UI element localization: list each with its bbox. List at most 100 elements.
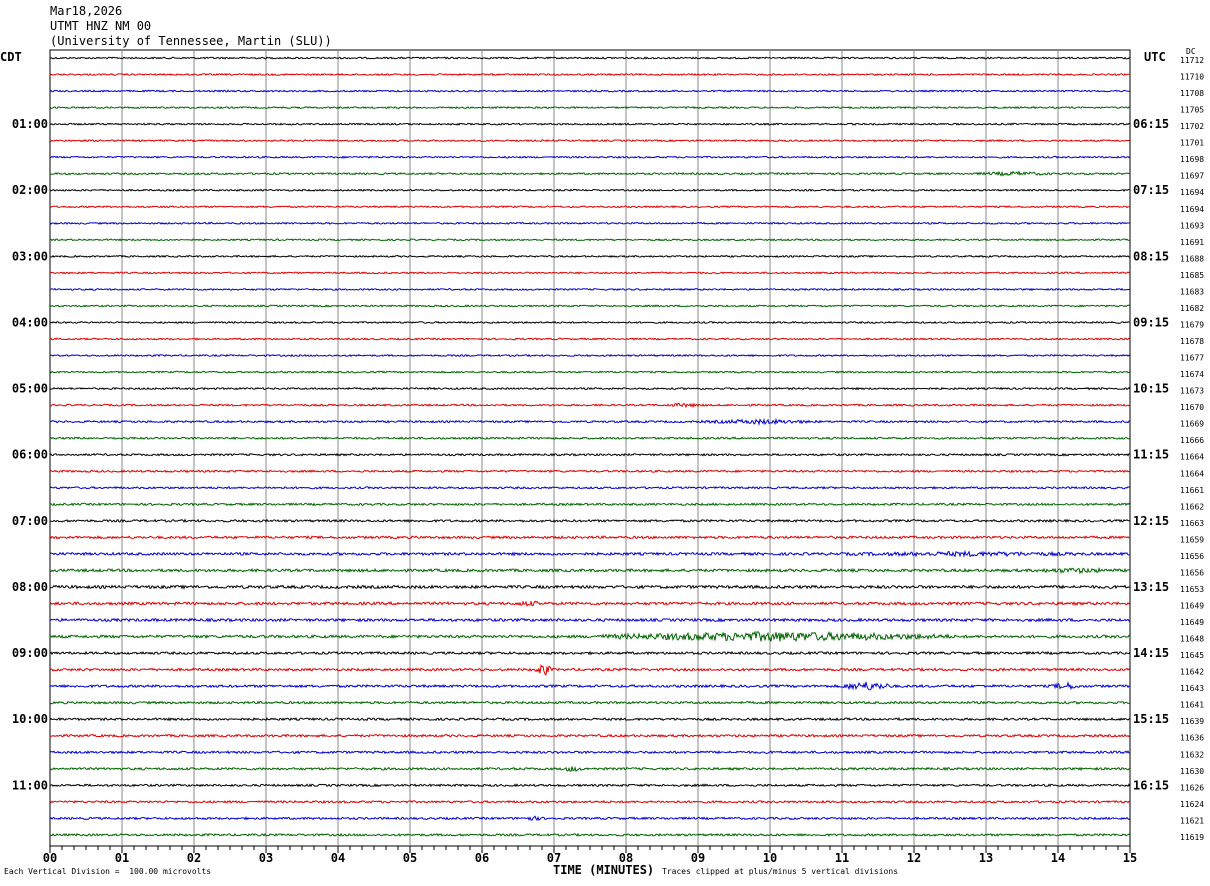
dc-offset-label: 11662 — [1180, 502, 1204, 511]
seismic-trace — [49, 549, 1131, 558]
x-tick-label: 09 — [691, 851, 705, 865]
dc-offset-label: 11659 — [1180, 535, 1204, 544]
utc-time-label: 13:15 — [1133, 580, 1169, 594]
dc-offset-label: 11698 — [1180, 155, 1204, 164]
header-station: UTMT HNZ NM 00 — [50, 19, 152, 33]
seismic-trace — [49, 750, 1131, 755]
dc-offset-label: 11649 — [1180, 618, 1204, 627]
utc-time-label: 10:15 — [1133, 382, 1169, 396]
dc-offset-label: 11666 — [1180, 436, 1204, 445]
dc-offset-label: 11621 — [1180, 816, 1204, 825]
cdt-time-label: 03:00 — [12, 249, 48, 263]
dc-offset-label: 11619 — [1180, 833, 1204, 842]
seismic-trace — [49, 766, 1131, 773]
dc-offset-label: 11656 — [1180, 568, 1204, 577]
x-tick-label: 04 — [331, 851, 345, 865]
seismic-trace — [49, 584, 1131, 590]
seismic-trace — [49, 105, 1131, 110]
seismic-trace — [49, 518, 1131, 524]
seismic-trace — [49, 139, 1131, 143]
seismic-trace — [49, 188, 1131, 192]
seismic-trace — [49, 783, 1131, 788]
utc-time-label: 12:15 — [1133, 514, 1169, 528]
utc-time-label: 15:15 — [1133, 712, 1169, 726]
seismic-trace — [49, 417, 1131, 426]
dc-offset-label: 11694 — [1180, 188, 1204, 197]
utc-time-label: 06:15 — [1133, 117, 1169, 131]
seismic-trace — [49, 89, 1131, 93]
dc-offset-label: 11661 — [1180, 486, 1204, 495]
dc-offset-label: 11701 — [1180, 139, 1204, 148]
plot-frame — [49, 49, 1131, 847]
cdt-time-label: 11:00 — [12, 778, 48, 792]
x-tick-label: 10 — [763, 851, 777, 865]
left-zone-label: CDT — [0, 50, 22, 64]
seismic-trace — [49, 436, 1131, 441]
x-axis-label: TIME (MINUTES) — [553, 863, 655, 877]
seismic-trace — [49, 353, 1131, 358]
utc-time-label: 09:15 — [1133, 315, 1169, 329]
x-tick-label: 12 — [907, 851, 921, 865]
dc-offset-label: 11673 — [1180, 387, 1204, 396]
x-tick-label: 01 — [115, 851, 129, 865]
seismic-trace — [49, 832, 1131, 837]
dc-offset-label: 11678 — [1180, 337, 1204, 346]
dc-offset-label: 11708 — [1180, 89, 1204, 98]
cdt-time-label: 08:00 — [12, 580, 48, 594]
seismic-trace — [49, 485, 1131, 490]
x-tick-label: 11 — [835, 851, 849, 865]
x-tick-label: 02 — [187, 851, 201, 865]
dc-offset-label: 11697 — [1180, 172, 1204, 181]
x-tick-label: 00 — [43, 851, 57, 865]
dc-offset-label: 11702 — [1180, 122, 1204, 131]
utc-time-label: 08:15 — [1133, 249, 1169, 263]
dc-offset-label: 11679 — [1180, 320, 1204, 329]
x-tick-label: 07 — [547, 851, 561, 865]
scale-note: Each Vertical Division = 100.00 microvol… — [4, 867, 212, 876]
seismic-trace — [49, 205, 1131, 209]
x-tick-label: 03 — [259, 851, 273, 865]
seismic-trace — [49, 72, 1131, 77]
utc-time-label: 07:15 — [1133, 183, 1169, 197]
seismic-trace — [49, 502, 1131, 507]
clip-note: Traces clipped at plus/minus 5 vertical … — [662, 867, 899, 876]
seismic-trace — [49, 56, 1131, 60]
dc-offset-label: 11664 — [1180, 469, 1204, 478]
dc-offset-label: 11670 — [1180, 403, 1204, 412]
seismic-trace — [49, 600, 1131, 607]
utc-time-label: 11:15 — [1133, 448, 1169, 462]
cdt-time-label: 09:00 — [12, 646, 48, 660]
dc-offset-label: 11694 — [1180, 205, 1204, 214]
cdt-time-label: 07:00 — [12, 514, 48, 528]
dc-offset-label: 11674 — [1180, 370, 1204, 379]
right-zone-label: UTC — [1144, 50, 1166, 64]
dc-offset-label: 11710 — [1180, 73, 1204, 82]
seismic-trace — [49, 320, 1131, 325]
cdt-time-label: 04:00 — [12, 315, 48, 329]
dc-offset-label: 11639 — [1180, 717, 1204, 726]
seismic-trace — [49, 630, 1131, 643]
seismic-trace — [49, 170, 1131, 177]
seismic-trace — [49, 271, 1131, 275]
x-tick-label: 08 — [619, 851, 633, 865]
seismic-trace — [49, 254, 1131, 259]
seismic-trace — [49, 337, 1131, 341]
x-tick-label: 13 — [979, 851, 993, 865]
seismic-trace — [49, 700, 1131, 705]
seismic-trace — [49, 370, 1131, 374]
seismic-trace — [49, 566, 1131, 575]
dc-offset-label: 11641 — [1180, 701, 1204, 710]
cdt-time-label: 02:00 — [12, 183, 48, 197]
seismic-trace — [49, 716, 1131, 722]
utc-time-label: 14:15 — [1133, 646, 1169, 660]
seismic-trace — [49, 452, 1131, 457]
seismic-trace — [49, 402, 1131, 409]
dc-offset-label: 11643 — [1180, 684, 1204, 693]
seismic-trace — [49, 663, 1131, 676]
dc-offset-label: 11656 — [1180, 552, 1204, 561]
x-tick-label: 14 — [1051, 851, 1065, 865]
seismic-trace — [49, 238, 1131, 242]
seismic-trace — [49, 535, 1131, 540]
dc-offset-label: 11693 — [1180, 221, 1204, 230]
traces — [49, 56, 1131, 837]
